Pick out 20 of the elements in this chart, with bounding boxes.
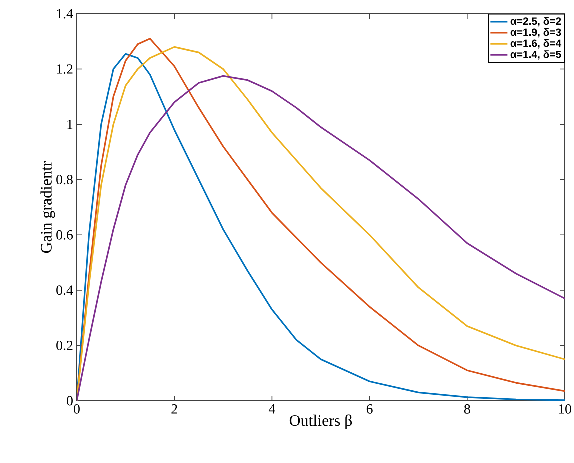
legend-label: α=1.6, δ=4 — [510, 40, 562, 49]
x-tick-label: 8 — [464, 404, 470, 414]
x-tick-label: 6 — [366, 404, 373, 414]
x-tick-label: 10 — [559, 404, 572, 414]
y-axis-title: Gain gradientr — [40, 161, 56, 254]
y-tick-label: 0.4 — [56, 286, 74, 296]
y-tick-label: 0 — [67, 396, 73, 406]
y-tick-label: 0.8 — [56, 175, 73, 185]
legend-label: α=1.9, δ=3 — [510, 28, 562, 38]
x-tick-label: 2 — [172, 404, 178, 414]
x-axis-title: Outliers β — [290, 414, 352, 430]
x-tick-label: 4 — [268, 404, 276, 414]
y-tick-label: 1.4 — [57, 9, 74, 19]
legend-label: α=1.4, δ=5 — [510, 50, 562, 60]
y-tick-label: 0.6 — [56, 230, 74, 240]
legend-label: α=2.5, δ=2 — [510, 17, 562, 27]
y-tick-label: 0.2 — [56, 340, 73, 350]
y-tick-label: 1 — [68, 120, 73, 130]
y-tick-label: 1.2 — [57, 64, 73, 74]
x-tick-label: 0 — [74, 404, 80, 414]
